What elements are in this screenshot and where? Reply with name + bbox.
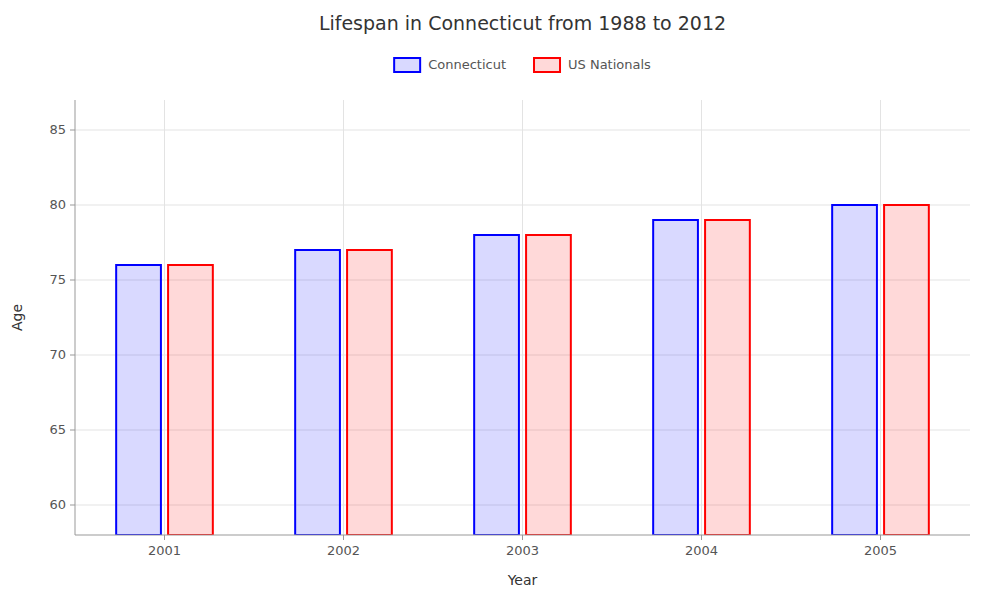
- x-tick-label: 2003: [506, 543, 539, 558]
- x-tick: [522, 535, 523, 540]
- legend-swatch: [534, 58, 560, 72]
- y-tick: [70, 205, 75, 206]
- legend-swatch: [394, 58, 420, 72]
- x-tick: [343, 535, 344, 540]
- bar: [347, 250, 392, 535]
- legend-item: Connecticut: [394, 57, 506, 73]
- y-tick-label: 75: [49, 272, 66, 287]
- legend-item: US Nationals: [534, 57, 651, 73]
- bar: [168, 265, 213, 535]
- bar: [116, 265, 161, 535]
- grid-line-x: [880, 100, 881, 535]
- y-tick-label: 70: [49, 347, 66, 362]
- x-tick: [701, 535, 702, 540]
- y-tick: [70, 130, 75, 131]
- grid-line-x: [701, 100, 702, 535]
- bar: [295, 250, 340, 535]
- title: Lifespan in Connecticut from 1988 to 201…: [319, 12, 726, 34]
- bar: [705, 220, 750, 535]
- x-tick-label: 2005: [864, 543, 897, 558]
- y-tick-label: 65: [49, 422, 66, 437]
- legend-label: Connecticut: [428, 57, 506, 72]
- y-tick: [70, 430, 75, 431]
- x-tick: [164, 535, 165, 540]
- y-tick-label: 85: [49, 122, 66, 137]
- grid: [75, 100, 970, 535]
- y-tick: [70, 355, 75, 356]
- bar: [526, 235, 571, 535]
- grid-line-x: [522, 100, 523, 535]
- y-tick: [70, 505, 75, 506]
- background: [0, 0, 1000, 600]
- y-tick-label: 60: [49, 497, 66, 512]
- y-tick: [70, 280, 75, 281]
- chart-svg: 60 65 70 75 80 85 2001 2002 2003 2004 2005 Lifespan…: [0, 0, 1000, 600]
- bar: [474, 235, 519, 535]
- grid-line-x: [164, 100, 165, 535]
- grid-line-x: [343, 100, 344, 535]
- y-axis-label: Age: [9, 304, 25, 331]
- bar: [884, 205, 929, 535]
- legend: Connecticut US Nationals: [394, 57, 651, 73]
- bars: [116, 205, 929, 535]
- y-tick-label: 80: [49, 197, 66, 212]
- y-axis-line: [75, 100, 76, 535]
- x-tick: [880, 535, 881, 540]
- chart-container: 60 65 70 75 80 85 2001 2002 2003 2004 2005 Lifespan…: [0, 0, 1000, 600]
- legend-label: US Nationals: [568, 57, 651, 72]
- x-tick-label: 2004: [685, 543, 718, 558]
- x-axis-label: Year: [507, 572, 538, 588]
- x-tick-label: 2001: [148, 543, 181, 558]
- bar: [653, 220, 698, 535]
- bar: [832, 205, 877, 535]
- x-tick-label: 2002: [327, 543, 360, 558]
